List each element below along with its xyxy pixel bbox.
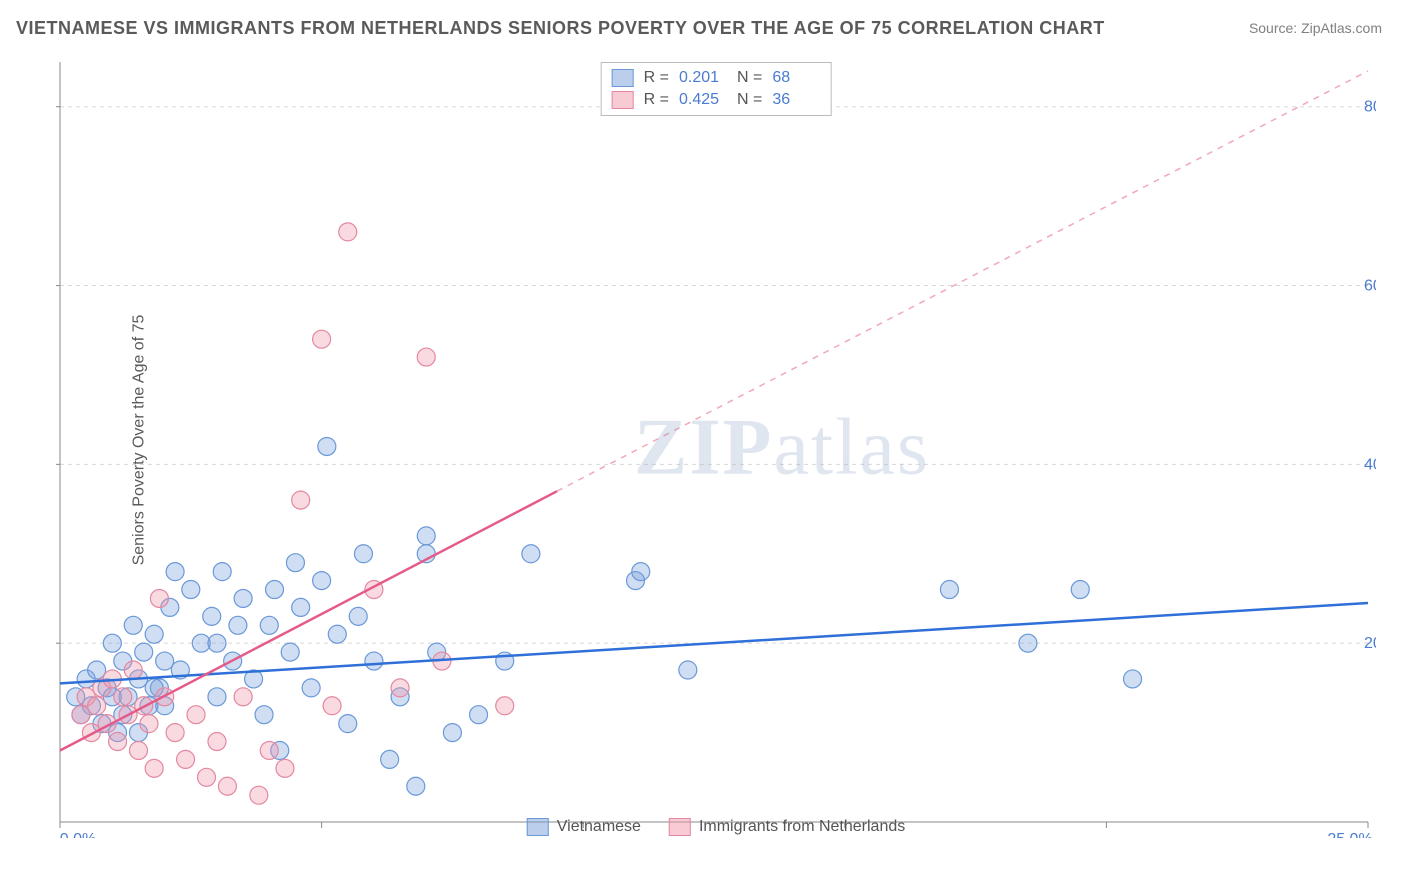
data-point [166,563,184,581]
r-value-b: 0.425 [679,91,727,109]
legend-item-b: Immigrants from Netherlands [669,818,905,836]
svg-text:20.0%: 20.0% [1364,635,1376,652]
data-point [208,688,226,706]
trend-line-extrapolated [557,71,1368,491]
data-point [177,750,195,768]
legend-item-a: Vietnamese [527,818,641,836]
data-point [417,348,435,366]
data-point [140,715,158,733]
data-point [229,616,247,634]
scatter-plot-svg: 20.0% 40.0% 60.0% 80.0% 0.0% 25.0% [56,58,1376,838]
data-point [292,491,310,509]
legend-swatch-a-icon [527,818,549,836]
data-point [156,652,174,670]
data-point [208,634,226,652]
data-point [679,661,697,679]
svg-text:80.0%: 80.0% [1364,99,1376,116]
data-point [940,581,958,599]
r-label: R = [644,69,669,87]
data-point [286,554,304,572]
data-point [266,581,284,599]
data-point [522,545,540,563]
svg-text:60.0%: 60.0% [1364,278,1376,295]
data-point [197,768,215,786]
data-point [323,697,341,715]
data-point [150,589,168,607]
data-point [1124,670,1142,688]
data-point [72,706,90,724]
data-point [234,688,252,706]
source-attribution: Source: ZipAtlas.com [1249,20,1382,36]
data-point [354,545,372,563]
data-point [313,330,331,348]
data-point [255,706,273,724]
data-point [417,527,435,545]
legend-swatch-a-icon [612,69,634,87]
data-point [135,643,153,661]
data-point [365,652,383,670]
legend-series: Vietnamese Immigrants from Netherlands [527,818,906,836]
data-point [208,733,226,751]
svg-text:40.0%: 40.0% [1364,456,1376,473]
data-point [114,688,132,706]
legend-swatch-b-icon [612,91,634,109]
data-point [129,741,147,759]
data-point [109,733,127,751]
n-value-a: 68 [772,69,820,87]
data-point [166,724,184,742]
data-point [470,706,488,724]
r-label: R = [644,91,669,109]
n-value-b: 36 [772,91,820,109]
data-point [276,759,294,777]
legend-stats-row-b: R = 0.425 N = 36 [612,89,821,111]
data-point [381,750,399,768]
data-point [124,616,142,634]
data-point [496,697,514,715]
data-point [88,697,106,715]
data-point [250,786,268,804]
svg-text:25.0%: 25.0% [1327,831,1372,838]
data-point [124,661,142,679]
data-point [203,607,221,625]
data-point [443,724,461,742]
data-point [260,616,278,634]
data-point [145,759,163,777]
trend-line [60,603,1368,683]
data-point [88,661,106,679]
data-point [407,777,425,795]
chart-area: 20.0%40.0%60.0%80.0%0.0%25.0% ZIPatlas R… [56,58,1376,838]
n-label: N = [737,69,762,87]
data-point [318,437,336,455]
data-point [218,777,236,795]
data-point [349,607,367,625]
data-point [82,724,100,742]
data-point [313,572,331,590]
data-point [339,223,357,241]
r-value-a: 0.201 [679,69,727,87]
legend-swatch-b-icon [669,818,691,836]
data-point [103,634,121,652]
data-point [1071,581,1089,599]
data-point [182,581,200,599]
data-point [213,563,231,581]
data-point [632,563,650,581]
data-point [260,741,278,759]
data-point [187,706,205,724]
data-point [391,679,409,697]
legend-label-b: Immigrants from Netherlands [699,818,905,836]
data-point [328,625,346,643]
data-point [145,625,163,643]
chart-title: VIETNAMESE VS IMMIGRANTS FROM NETHERLAND… [16,18,1105,39]
data-point [339,715,357,733]
data-point [302,679,320,697]
data-point [234,589,252,607]
svg-text:0.0%: 0.0% [60,831,96,838]
legend-stats: R = 0.201 N = 68 R = 0.425 N = 36 [601,62,832,116]
data-point [1019,634,1037,652]
data-point [281,643,299,661]
n-label: N = [737,91,762,109]
data-point [292,598,310,616]
legend-stats-row-a: R = 0.201 N = 68 [612,67,821,89]
legend-label-a: Vietnamese [557,818,641,836]
